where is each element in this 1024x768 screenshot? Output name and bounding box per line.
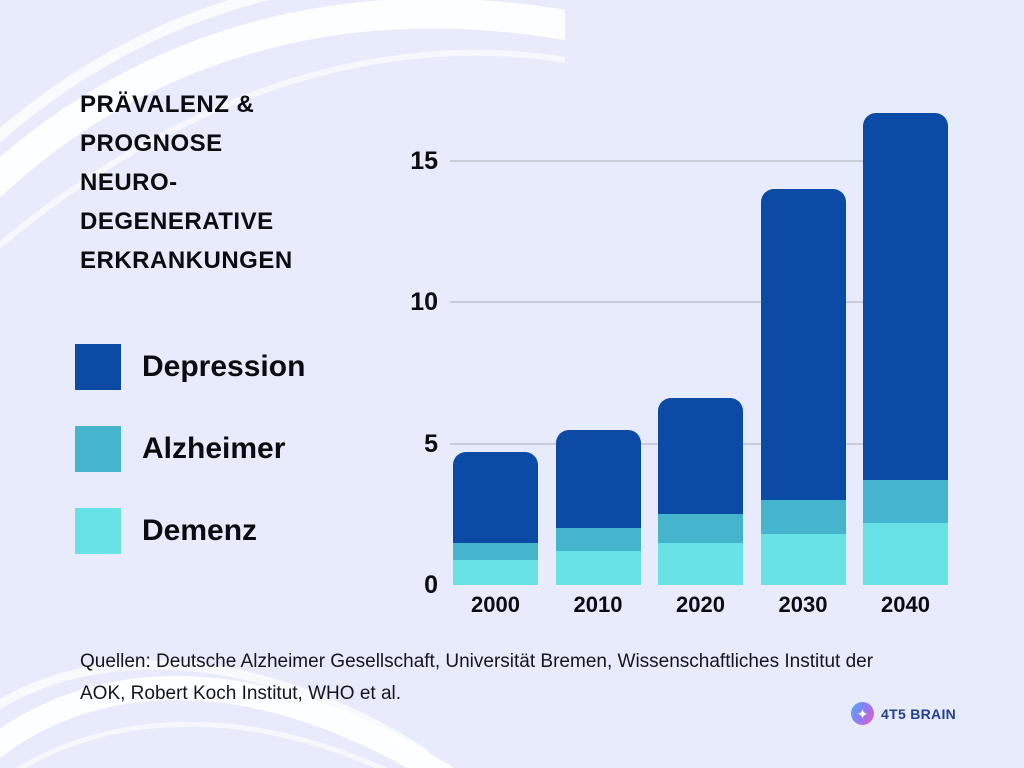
legend-label: Alzheimer (142, 432, 286, 465)
bar-segment-depression (555, 429, 641, 529)
bar-segment-demenz (760, 534, 846, 585)
sources-text: Quellen: Deutsche Alzheimer Gesellschaft… (80, 651, 874, 704)
bar-segment-depression (863, 112, 948, 481)
bar-segment-alzheimer (453, 542, 538, 560)
y-axis-tick-10: 10 (410, 288, 438, 317)
legend-item-demenz: Demenz (75, 508, 305, 554)
bar-2020 (658, 398, 743, 585)
bar-segment-demenz (555, 551, 641, 585)
bar-segment-alzheimer (863, 480, 948, 523)
legend-item-depression: Depression (75, 344, 305, 390)
x-axis-tick-2000: 2000 (471, 592, 520, 617)
bar-segment-demenz (863, 522, 948, 585)
y-axis-tick-5: 5 (424, 429, 438, 458)
x-axis-tick-2040: 2040 (881, 592, 930, 617)
legend-swatch-demenz (75, 508, 121, 554)
bar-2040 (863, 112, 948, 585)
legend-swatch-depression (75, 344, 121, 390)
gridline-10 (450, 301, 935, 304)
x-axis-tick-2010: 2010 (573, 592, 623, 617)
x-axis-tick-2030: 2030 (778, 592, 828, 617)
legend-label: Depression (142, 350, 306, 383)
bar-segment-demenz (658, 542, 743, 585)
bar-segment-alzheimer (760, 500, 846, 535)
bar-segment-depression (760, 189, 846, 501)
brand-name: 4T5 BRAIN (881, 705, 957, 722)
brand-logo: ✦ 4T5 BRAIN (851, 702, 956, 725)
gridline-15 (450, 159, 935, 162)
bar-segment-alzheimer (555, 528, 641, 552)
legend-item-alzheimer: Alzheimer (75, 426, 305, 472)
bar-segment-depression (658, 398, 743, 515)
bar-segment-demenz (453, 559, 538, 585)
x-axis-tick-2020: 2020 (676, 592, 725, 617)
star-glyph: ✦ (856, 705, 869, 722)
bar-2030 (760, 189, 846, 585)
legend-label: Demenz (142, 514, 258, 547)
chart-title: PRÄVALENZ & PROGNOSE NEURO- DEGENERATIVE… (80, 91, 293, 274)
y-axis-tick-15: 15 (410, 146, 438, 175)
legend: Depression Alzheimer Demenz (75, 344, 305, 590)
bar-2000 (453, 452, 538, 585)
y-axis-tick-0: 0 (424, 571, 438, 599)
legend-swatch-alzheimer (75, 426, 121, 472)
bar-2010 (555, 429, 641, 585)
bar-segment-depression (453, 452, 538, 543)
sparkle-logo-icon: ✦ (851, 702, 874, 725)
bar-segment-alzheimer (658, 514, 743, 543)
